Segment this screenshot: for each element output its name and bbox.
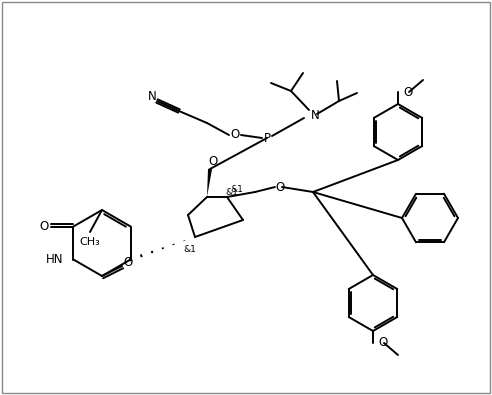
- Text: O: O: [276, 181, 285, 194]
- Text: &1: &1: [225, 188, 238, 196]
- Text: CH₃: CH₃: [80, 237, 100, 247]
- Text: O: O: [403, 85, 412, 98]
- Text: O: O: [123, 256, 133, 269]
- Polygon shape: [207, 169, 212, 197]
- Text: P: P: [264, 132, 271, 145]
- Text: O: O: [209, 154, 217, 167]
- Text: HN: HN: [46, 253, 63, 266]
- Text: O: O: [230, 128, 240, 141]
- Text: O: O: [40, 220, 49, 233]
- Text: N: N: [311, 109, 320, 122]
- Text: &1: &1: [184, 245, 196, 254]
- Text: N: N: [148, 90, 156, 102]
- Text: O: O: [378, 337, 387, 350]
- Text: &1: &1: [230, 184, 243, 194]
